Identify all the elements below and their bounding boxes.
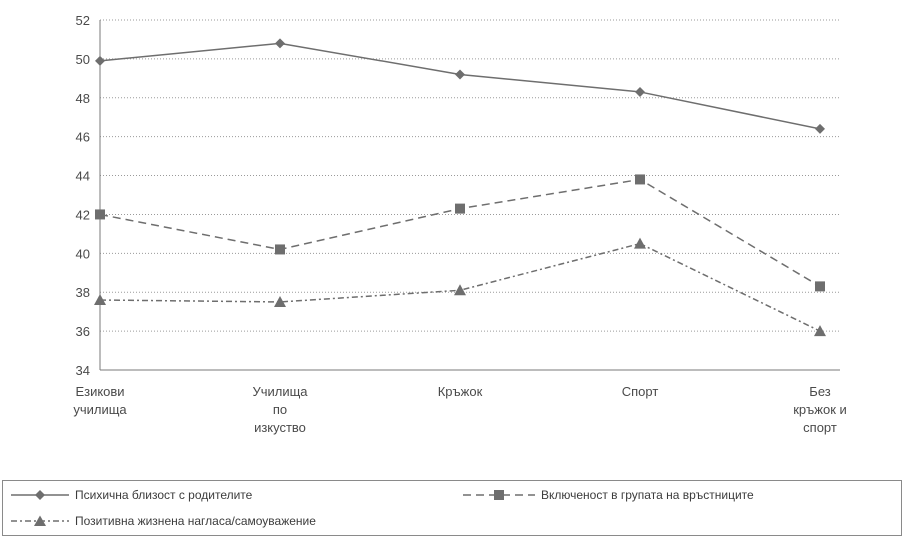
data-point-s3-2 [454,284,466,296]
data-point-s1-3 [635,86,645,97]
y-tick-label-52: 52 [76,13,90,28]
data-point-s2-1 [275,244,285,255]
legend-swatch-triangle [11,515,69,526]
data-point-s3-0 [94,294,106,305]
legend-swatch-square [463,490,535,500]
x-tick-label-3: Спорт [622,384,659,399]
data-point-s3-3 [634,237,646,249]
data-point-s2-2 [455,203,465,214]
x-tick-label-1: Училища по изкуство [252,384,308,435]
legend-label-series-2: Включеност в групата на връстниците [541,488,754,502]
data-point-s2-0 [95,209,105,220]
legend-item-series-2: Включеност в групата на връстниците [463,485,754,505]
y-tick-label-38: 38 [76,285,90,300]
y-tick-label-36: 36 [76,324,90,339]
legend-swatch-diamond [11,490,69,500]
data-point-s2-3 [635,174,645,185]
series-line-1 [99,42,821,130]
legend-label-series-1: Психична близост с родителите [75,488,253,502]
data-point-s3-4 [814,325,826,337]
y-tick-label-44: 44 [76,169,90,184]
data-point-s3-1 [274,295,286,307]
legend: Психична близост с родителите Включеност… [2,480,902,536]
y-tick-label-42: 42 [76,207,90,222]
data-point-s2-4 [815,281,825,292]
y-tick-label-50: 50 [76,52,90,67]
data-point-s1-4 [815,123,825,134]
x-tick-label-4: Без кръжок и спорт [793,384,847,435]
legend-item-series-1: Психична близост с родителите [11,485,252,505]
x-tick-label-0: Езикови училища [73,384,127,417]
legend-label-series-3: Позитивна жизнена нагласа/самоуважение [75,514,316,528]
y-tick-label-40: 40 [76,246,90,261]
legend-item-series-3: Позитивна жизнена нагласа/самоуважение [11,511,316,531]
y-tick-label-46: 46 [76,130,90,145]
x-tick-label-2: Кръжок [438,384,483,399]
series-line-2 [99,178,821,288]
data-point-s1-2 [455,69,465,80]
data-point-s1-1 [275,38,285,49]
y-tick-label-34: 34 [76,363,90,378]
y-tick-label-48: 48 [76,91,90,106]
data-point-s1-0 [95,55,105,66]
line-chart: 34 36 38 40 42 44 46 48 50 52 Езикови училища Училищ… [73,13,847,435]
